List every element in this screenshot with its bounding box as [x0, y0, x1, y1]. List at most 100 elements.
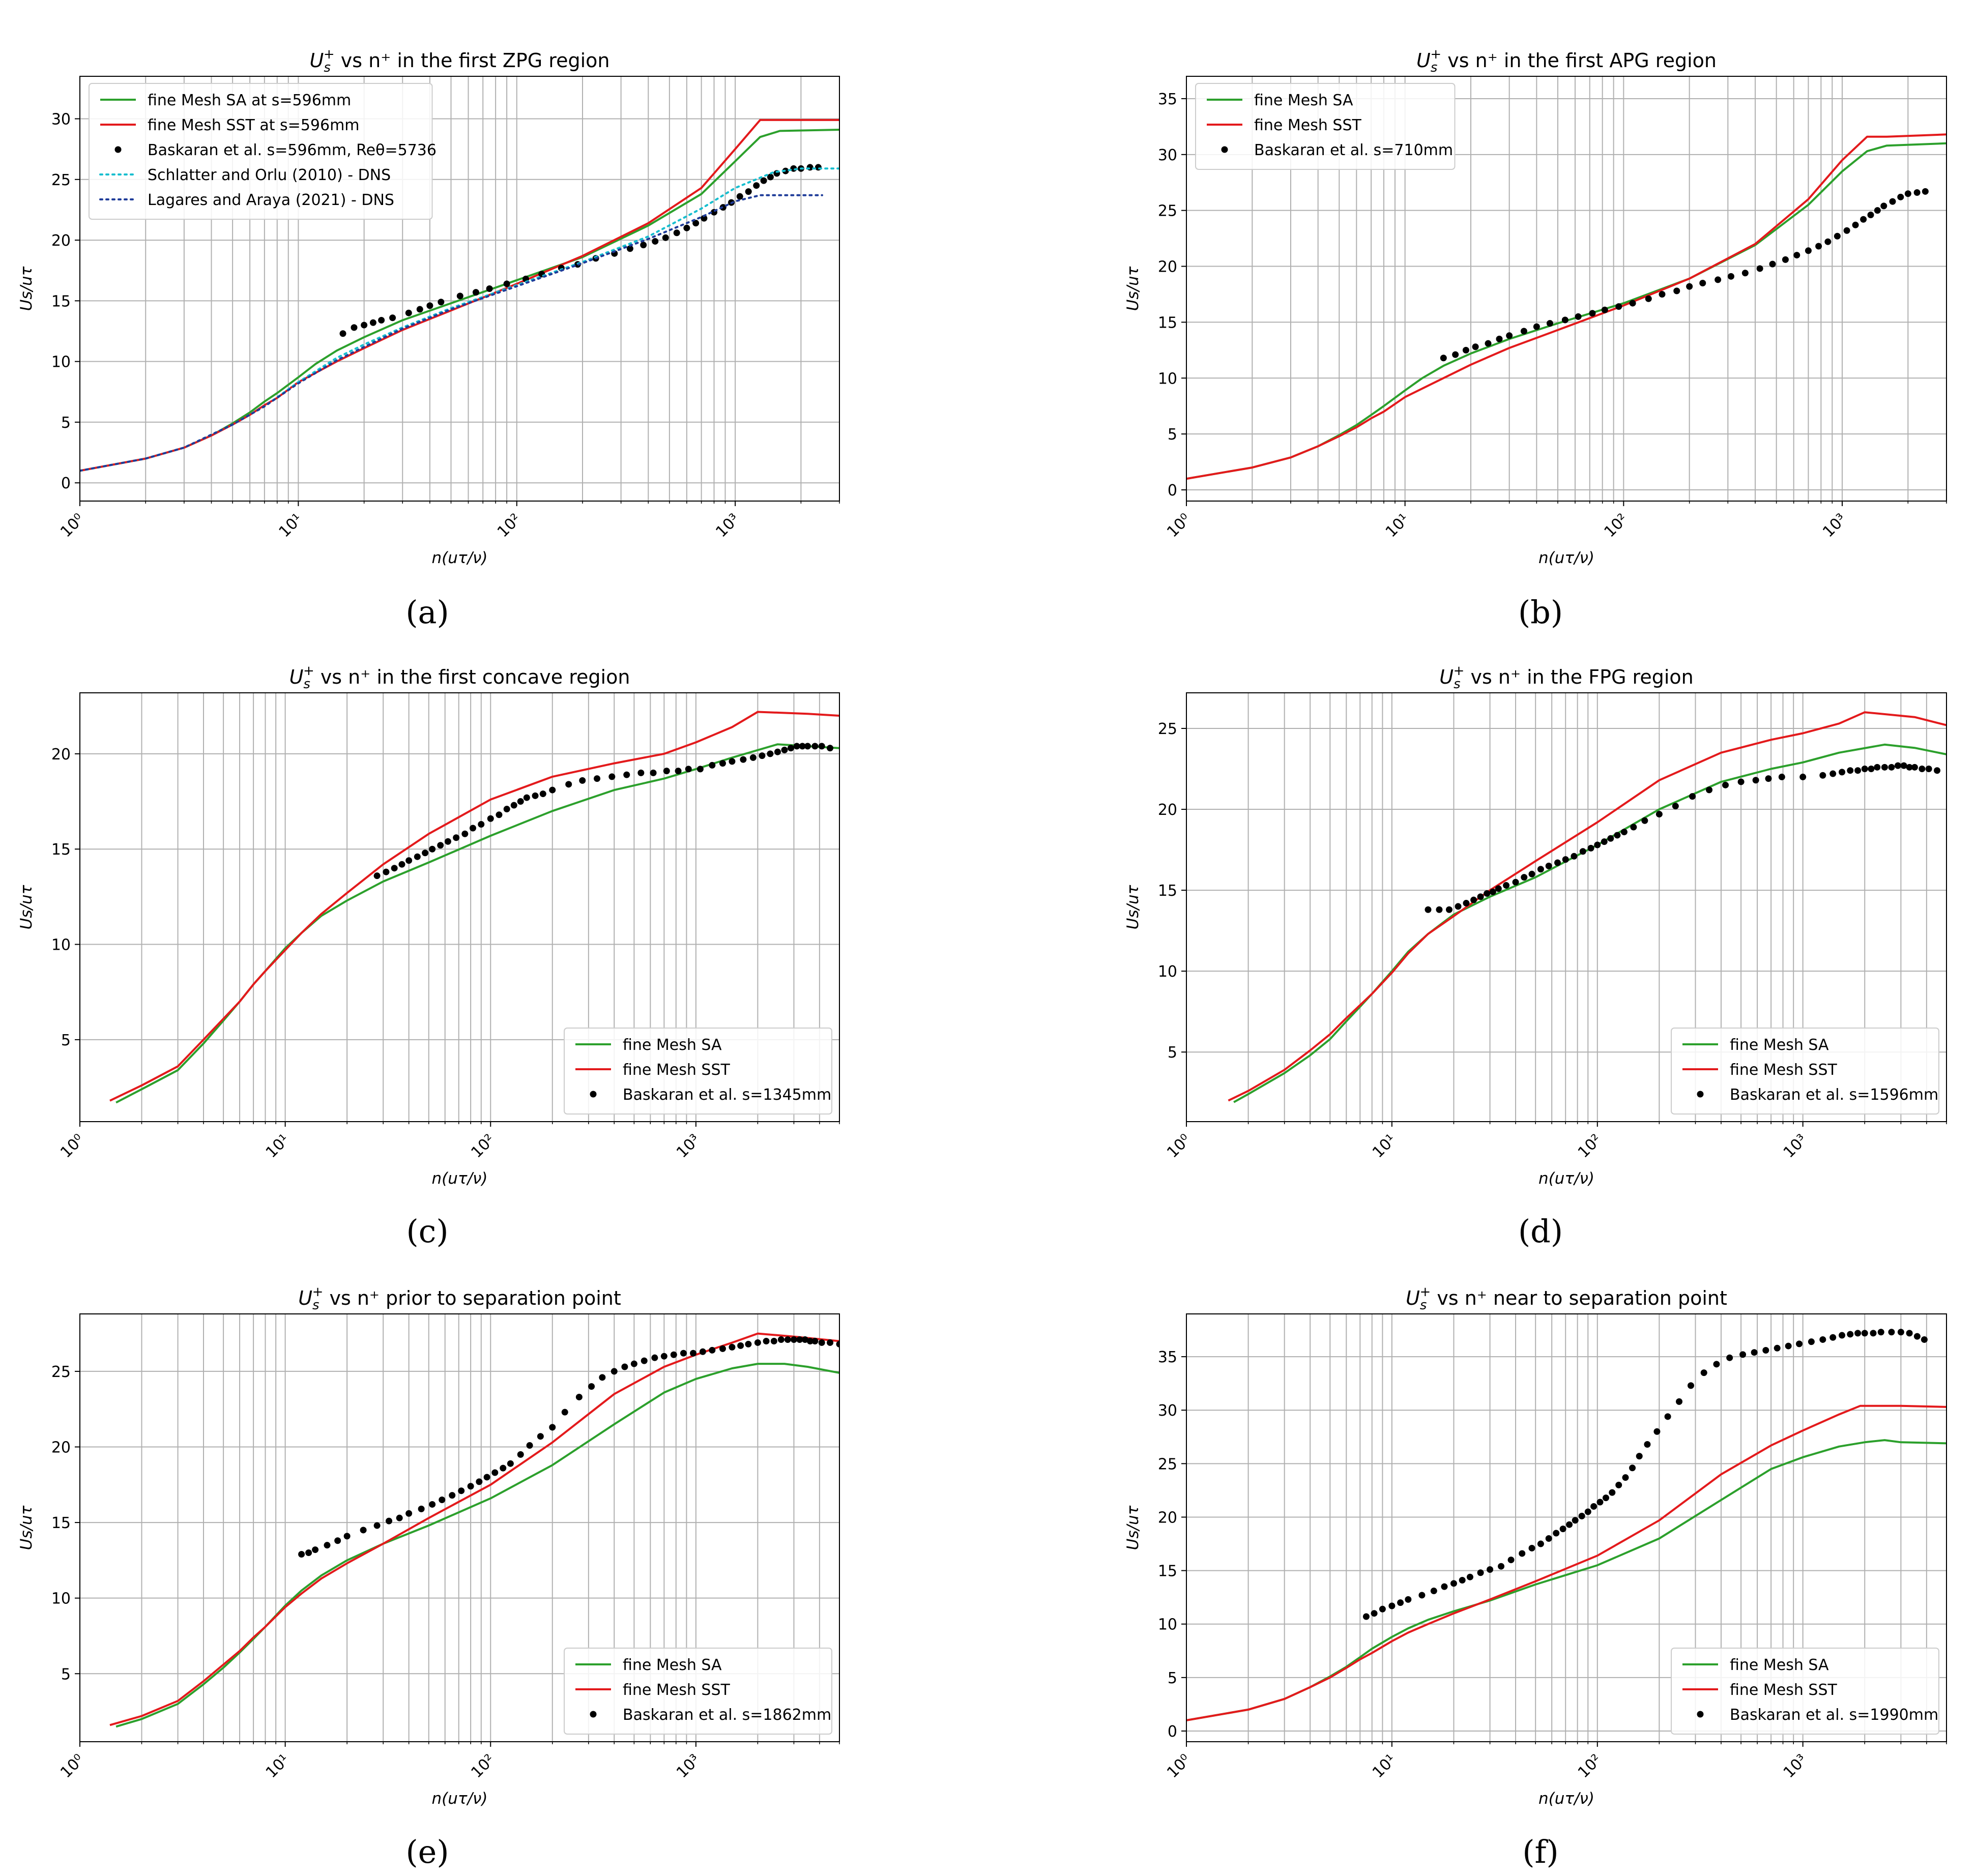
data-point	[1630, 824, 1637, 831]
data-point	[1503, 882, 1510, 889]
y-tick-label: 30	[1158, 1402, 1177, 1420]
data-point	[1562, 856, 1569, 863]
legend-item: Baskaran et al. s=1596mm	[1697, 1086, 1938, 1104]
data-point	[788, 745, 795, 752]
data-point	[1578, 1512, 1585, 1519]
series-line	[80, 119, 839, 472]
plot-area	[1186, 133, 1946, 480]
y-axis-label: Us/uτ	[17, 266, 36, 311]
legend-frame	[1671, 1648, 1939, 1735]
data-point	[1487, 1566, 1494, 1573]
title-sup: +	[312, 1284, 324, 1300]
data-point	[1854, 767, 1862, 774]
data-point	[1589, 310, 1596, 317]
legend-item: fine Mesh SST	[1682, 1681, 1838, 1699]
data-point	[699, 1348, 706, 1355]
data-point	[680, 1350, 687, 1357]
data-point	[1440, 355, 1447, 362]
legend-item: fine Mesh SA	[575, 1656, 722, 1674]
y-tick-label: 35	[1158, 91, 1177, 108]
data-point	[467, 1483, 474, 1490]
y-tick-label: 15	[51, 841, 71, 859]
data-point	[405, 309, 412, 316]
data-point	[1839, 1332, 1846, 1339]
plot-area	[109, 1332, 839, 1728]
y-tick-label: 10	[51, 936, 71, 954]
data-point	[745, 188, 752, 195]
data-point	[414, 853, 421, 860]
data-point	[663, 768, 670, 775]
data-point	[1566, 1521, 1573, 1528]
data-point	[416, 306, 423, 313]
series-experimental	[373, 743, 834, 880]
data-point	[429, 1501, 436, 1508]
data-point	[1533, 323, 1540, 330]
data-point	[405, 1510, 413, 1517]
data-point	[836, 1340, 839, 1347]
axes-frame	[79, 1313, 840, 1742]
plot-area	[109, 711, 839, 1104]
y-tick-label: 10	[1158, 1616, 1177, 1634]
data-point	[640, 242, 647, 249]
data-point	[1785, 1342, 1792, 1350]
data-point	[1880, 202, 1887, 210]
data-point	[793, 743, 800, 750]
data-point	[1495, 885, 1502, 892]
data-point	[378, 317, 385, 324]
title-sup: +	[303, 663, 314, 679]
legend-item: Schlatter and Orlu (2010) - DNS	[99, 166, 391, 184]
data-point	[1512, 878, 1519, 886]
data-point	[1819, 772, 1826, 779]
x-axis-label: n(uτ/ν)	[432, 1790, 488, 1808]
legend-item: Baskaran et al. s=596mm, Reθ=5736	[114, 141, 437, 159]
series-line	[109, 711, 839, 1102]
legend-item: fine Mesh SST at s=596mm	[100, 116, 360, 134]
legend-item: fine Mesh SST	[575, 1061, 731, 1079]
data-point	[1470, 896, 1477, 903]
data-point	[1362, 1613, 1370, 1620]
data-point	[811, 1337, 819, 1344]
data-point	[1519, 1550, 1526, 1557]
data-point	[818, 1339, 825, 1346]
legend: fine Mesh SA fine Mesh SST Baskaran et al.…	[564, 1648, 832, 1735]
legend-label: fine Mesh SST	[623, 1061, 731, 1079]
data-point	[1688, 1382, 1695, 1389]
title-rest: vs n⁺ in the first ZPG region	[335, 49, 610, 72]
data-point	[806, 1337, 813, 1344]
y-axis-label: Us/uτ	[17, 1505, 36, 1550]
data-point	[1596, 1499, 1604, 1506]
legend-item: Baskaran et al. s=1345mm	[590, 1086, 831, 1104]
data-point	[456, 292, 463, 300]
data-point	[1900, 762, 1907, 769]
data-point	[1659, 290, 1666, 298]
data-point	[594, 775, 601, 782]
data-point	[1689, 793, 1696, 800]
data-point	[1489, 888, 1496, 895]
y-axis-label: Us/uτ	[1124, 266, 1142, 311]
data-point	[1847, 1331, 1854, 1338]
data-point	[351, 324, 358, 331]
data-point	[767, 750, 774, 757]
data-point	[1629, 300, 1636, 307]
data-point	[396, 1514, 403, 1521]
data-point	[599, 1374, 606, 1381]
data-point	[1644, 1441, 1651, 1448]
data-point	[1521, 874, 1528, 881]
title-rest: vs n⁺ prior to separation point	[323, 1287, 621, 1309]
data-point	[719, 1345, 726, 1352]
axes-frame	[79, 76, 840, 502]
data-point	[1868, 766, 1875, 773]
data-point	[1715, 276, 1722, 283]
data-point	[1700, 1369, 1707, 1376]
title-rest: vs n⁺ near to separation point	[1431, 1287, 1727, 1309]
data-point	[1466, 1573, 1473, 1580]
data-point	[811, 743, 819, 750]
data-point	[1847, 767, 1854, 774]
data-point	[1676, 1398, 1683, 1405]
series-experimental	[298, 1336, 839, 1558]
data-point	[1545, 1535, 1552, 1542]
data-point	[685, 766, 692, 773]
data-point	[1622, 1474, 1629, 1481]
data-point	[1506, 332, 1513, 339]
